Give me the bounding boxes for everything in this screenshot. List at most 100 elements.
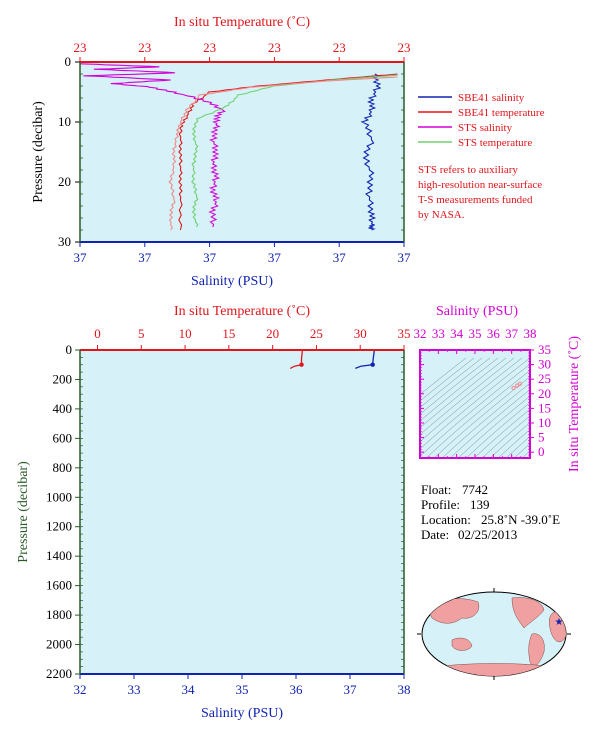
map-grid-ticks	[417, 588, 571, 680]
ts-point	[511, 385, 516, 391]
ts-top-axis-title: Salinity (PSU)	[436, 304, 518, 319]
ts-point	[517, 381, 523, 386]
float-value: 7742	[462, 482, 488, 497]
ts-y-tick-label: 5	[538, 430, 545, 445]
lower-top-tick-labels: 0 5 10 15 20 25 30 35	[94, 326, 411, 350]
lower-y-tick-labels: 0 200 400 600 800 1000 1200 1400 1600 1800 2000 220…	[46, 342, 404, 681]
ts-y-tick-label: 15	[538, 400, 551, 415]
lower-top-tick-label: 0	[94, 326, 101, 341]
ts-y-tick-label: 0	[538, 444, 545, 459]
ts-y-tick-label: 30	[538, 357, 551, 372]
lower-y-axis-label: Pressure (decibar)	[16, 461, 31, 563]
lower-bottom-tick-label: 33	[128, 682, 141, 697]
profile-value: 139	[470, 497, 490, 512]
lower-bottom-tick-label: 36	[290, 682, 304, 697]
lower-y-tick-label: 1800	[46, 607, 72, 622]
upper-plot-area	[80, 62, 404, 242]
lower-top-tick-label: 30	[354, 326, 367, 341]
upper-legend: SBE41 salinity SBE41 temperature STS salin…	[418, 92, 545, 149]
legend-label: SBE41 salinity	[458, 92, 525, 104]
profile-label: Profile:	[421, 497, 460, 512]
lower-top-tick-label: 15	[222, 326, 235, 341]
lower-profile-panel: In situ Temperature (˚C) 0 5 10 15 20 25 30 35 …	[16, 304, 411, 721]
ts-frame	[419, 349, 531, 459]
note-line-1: STS refers to auxiliary	[418, 164, 518, 176]
upper-bottom-tick-label: 37	[398, 250, 412, 265]
upper-series-line-1	[360, 73, 382, 231]
ts-diagram-panel: Salinity (PSU) 32 33 34 35 36 37 38 0510152025…	[414, 304, 583, 472]
lower-top-axis-title: In situ Temperature (˚C)	[174, 304, 310, 319]
lower-series-marker-2	[370, 362, 375, 367]
lower-y-tick-label: 1600	[46, 578, 72, 593]
ts-x-tick-label: 35	[469, 326, 482, 341]
legend-label: STS salinity	[458, 122, 513, 134]
sts-note: STS refers to auxiliary high-resolution …	[418, 164, 542, 221]
upper-bottom-tick-label: 37	[268, 250, 282, 265]
lower-y-tick-label: 400	[53, 401, 73, 416]
footer-credit: .	[42, 714, 43, 718]
ts-x-tick-label: 32	[414, 326, 427, 341]
ts-y-tick-label: 25	[538, 371, 551, 386]
upper-series-line-5	[168, 76, 398, 231]
upper-top-tick-label: 23	[138, 40, 151, 55]
lower-y-tick-label: 600	[53, 430, 73, 445]
ts-x-tick-label: 33	[432, 326, 445, 341]
note-line-3: T-S measurements funded	[418, 194, 533, 206]
note-line-2: high-resolution near-surface	[418, 179, 542, 191]
float-location-marker: ★	[555, 617, 564, 628]
legend-label: SBE41 temperature	[458, 107, 545, 119]
date-label: Date:	[421, 527, 449, 542]
upper-y-tick-labels: 0 10 20 30	[58, 54, 404, 249]
lower-bottom-tick-label: 38	[398, 682, 411, 697]
lower-top-tick-label: 20	[266, 326, 279, 341]
float-label: Float:	[421, 482, 451, 497]
lower-bottom-tick-label: 37	[344, 682, 358, 697]
ts-x-tick-label: 36	[487, 326, 501, 341]
upper-bottom-tick-labels: 37 37 37 37 37 37	[74, 242, 412, 265]
upper-top-tick-label: 23	[398, 40, 411, 55]
upper-series-group	[80, 63, 398, 231]
lower-y-tick-label: 0	[66, 342, 73, 357]
upper-series-line-3	[80, 63, 226, 228]
upper-top-tick-label: 23	[203, 40, 216, 55]
lower-top-tick-label: 25	[310, 326, 323, 341]
ts-x-tick-label: 37	[505, 326, 519, 341]
lower-plot-area	[80, 350, 404, 674]
ts-x-tick-labels: 32 33 34 35 36 37 38	[414, 326, 537, 458]
ts-y-tick-label: 10	[538, 415, 551, 430]
upper-top-tick-label: 23	[74, 40, 87, 55]
legend-label: STS temperature	[458, 137, 532, 149]
lower-series-marker-1	[299, 362, 304, 367]
upper-bottom-tick-label: 37	[74, 250, 88, 265]
lower-bottom-tick-label: 32	[74, 682, 87, 697]
upper-y-tick-label: 0	[65, 54, 72, 69]
location-value: 25.8˚N -39.0˚E	[481, 512, 560, 527]
lower-bottom-tick-label: 34	[182, 682, 196, 697]
upper-top-tick-labels: 23 23 23 23 23 23	[74, 40, 411, 62]
land-north-america	[511, 597, 545, 629]
upper-bottom-tick-label: 37	[138, 250, 152, 265]
lower-top-tick-label: 10	[179, 326, 192, 341]
lower-bottom-tick-label: 35	[236, 682, 249, 697]
lower-top-tick-label: 5	[138, 326, 145, 341]
upper-y-tick-label: 30	[58, 234, 71, 249]
lower-y-tick-label: 1200	[46, 519, 72, 534]
lower-y-tick-label: 2200	[46, 666, 72, 681]
lower-y-tick-label: 200	[53, 371, 73, 386]
date-value: 02/25/2013	[458, 527, 517, 542]
upper-bottom-tick-label: 37	[203, 250, 217, 265]
upper-series-line-2	[178, 73, 398, 231]
upper-y-tick-label: 20	[58, 174, 71, 189]
ts-y-tick-label: 35	[538, 342, 551, 357]
lower-y-tick-label: 1400	[46, 548, 72, 563]
upper-top-axis-title: In situ Temperature (˚C)	[174, 15, 310, 30]
location-label: Location:	[421, 512, 471, 527]
lower-y-tick-label: 800	[53, 460, 73, 475]
ts-x-tick-label: 38	[524, 326, 537, 341]
upper-y-axis-label: Pressure (decibar)	[31, 101, 46, 203]
ts-y-tick-label: 20	[538, 386, 551, 401]
land-australia	[451, 637, 473, 651]
lower-x-axis-label: Salinity (PSU)	[201, 706, 283, 721]
float-info: Float: 7742 Profile: 139 Location: 25.8˚…	[421, 482, 560, 542]
